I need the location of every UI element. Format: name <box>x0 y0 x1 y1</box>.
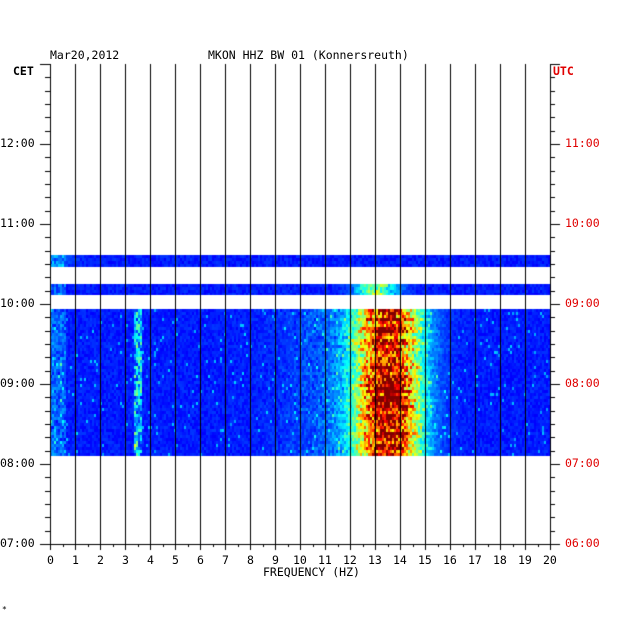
x-tick-label: 12 <box>343 553 357 567</box>
y-right-tick-label: 11:00 <box>565 136 600 150</box>
x-tick-label: 17 <box>468 553 482 567</box>
x-tick-label: 1 <box>72 553 79 567</box>
y-left-tick-label: 08:00 <box>0 456 35 470</box>
x-tick-label: 13 <box>368 553 382 567</box>
x-tick-label: 8 <box>247 553 254 567</box>
y-right-tick-label: 10:00 <box>565 216 600 230</box>
left-timezone-label: CET <box>13 64 34 78</box>
right-timezone-label: UTC <box>553 64 574 78</box>
date-label: Mar20,2012 <box>50 48 120 62</box>
x-tick-label: 14 <box>393 553 407 567</box>
x-tick-label: 4 <box>147 553 154 567</box>
x-tick-label: 3 <box>122 553 129 567</box>
x-tick-label: 5 <box>172 553 179 567</box>
x-tick-label: 20 <box>543 553 557 567</box>
y-right-tick-label: 08:00 <box>565 376 600 390</box>
x-tick-label: 19 <box>518 553 532 567</box>
x-tick-label: 16 <box>443 553 457 567</box>
y-left-tick-label: 12:00 <box>0 136 35 150</box>
y-right-tick-label: 09:00 <box>565 296 600 310</box>
x-tick-label: 7 <box>222 553 229 567</box>
x-tick-label: 11 <box>318 553 332 567</box>
x-tick-label: 9 <box>272 553 279 567</box>
y-left-tick-label: 09:00 <box>0 376 35 390</box>
x-tick-label: 2 <box>97 553 104 567</box>
y-right-tick-label: 07:00 <box>565 456 600 470</box>
chart-title: MKON HHZ BW 01 (Konnersreuth) <box>208 48 409 62</box>
y-left-tick-label: 10:00 <box>0 296 35 310</box>
y-left-tick-label: 07:00 <box>0 536 35 550</box>
x-tick-label: 10 <box>293 553 307 567</box>
x-tick-label: 18 <box>493 553 507 567</box>
corner-mark: * <box>2 605 7 614</box>
y-right-tick-label: 06:00 <box>565 536 600 550</box>
x-axis-label: FREQUENCY (HZ) <box>263 565 360 579</box>
x-tick-label: 6 <box>197 553 204 567</box>
x-tick-label: 15 <box>418 553 432 567</box>
y-left-tick-label: 11:00 <box>0 216 35 230</box>
x-tick-label: 0 <box>47 553 54 567</box>
